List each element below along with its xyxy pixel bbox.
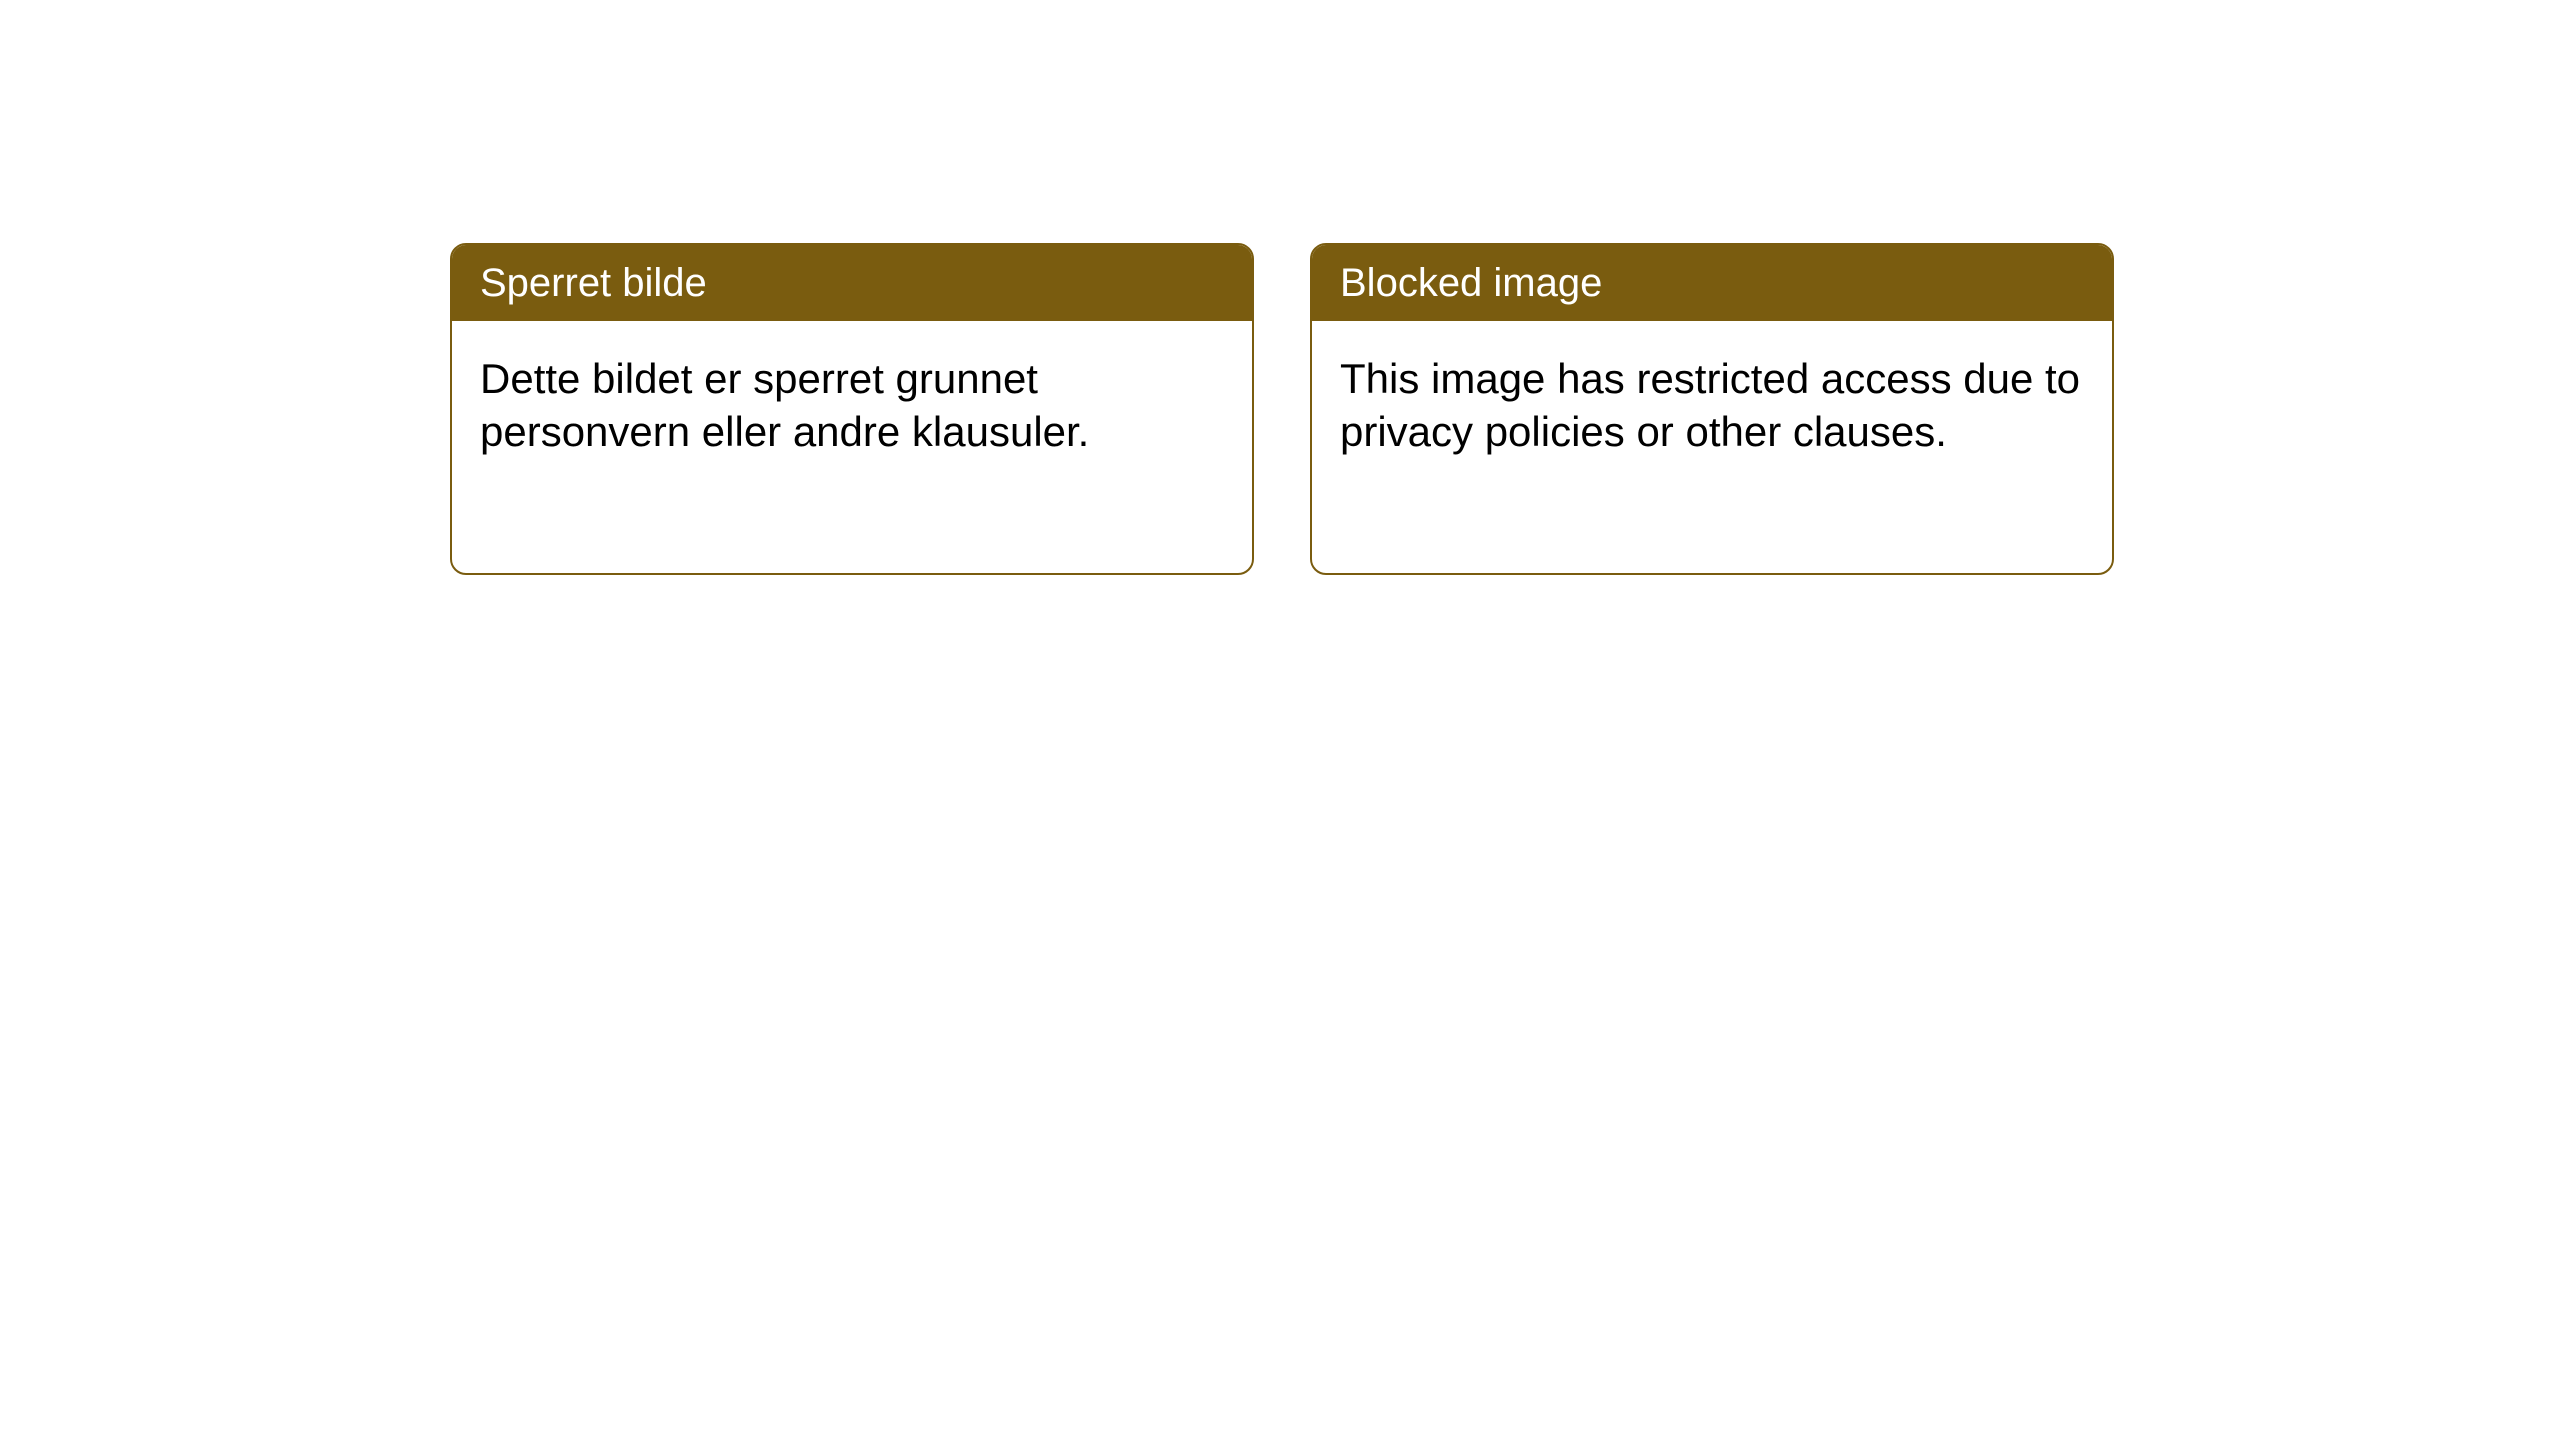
notice-title: Sperret bilde xyxy=(480,261,707,305)
notice-message: This image has restricted access due to … xyxy=(1340,355,2080,455)
notice-body: Dette bildet er sperret grunnet personve… xyxy=(452,321,1252,490)
notice-header: Blocked image xyxy=(1312,245,2112,321)
notice-body: This image has restricted access due to … xyxy=(1312,321,2112,490)
notice-card-english: Blocked image This image has restricted … xyxy=(1310,243,2114,575)
notice-card-norwegian: Sperret bilde Dette bildet er sperret gr… xyxy=(450,243,1254,575)
notice-title: Blocked image xyxy=(1340,261,1602,305)
notice-cards-container: Sperret bilde Dette bildet er sperret gr… xyxy=(450,243,2114,575)
notice-header: Sperret bilde xyxy=(452,245,1252,321)
notice-message: Dette bildet er sperret grunnet personve… xyxy=(480,355,1089,455)
